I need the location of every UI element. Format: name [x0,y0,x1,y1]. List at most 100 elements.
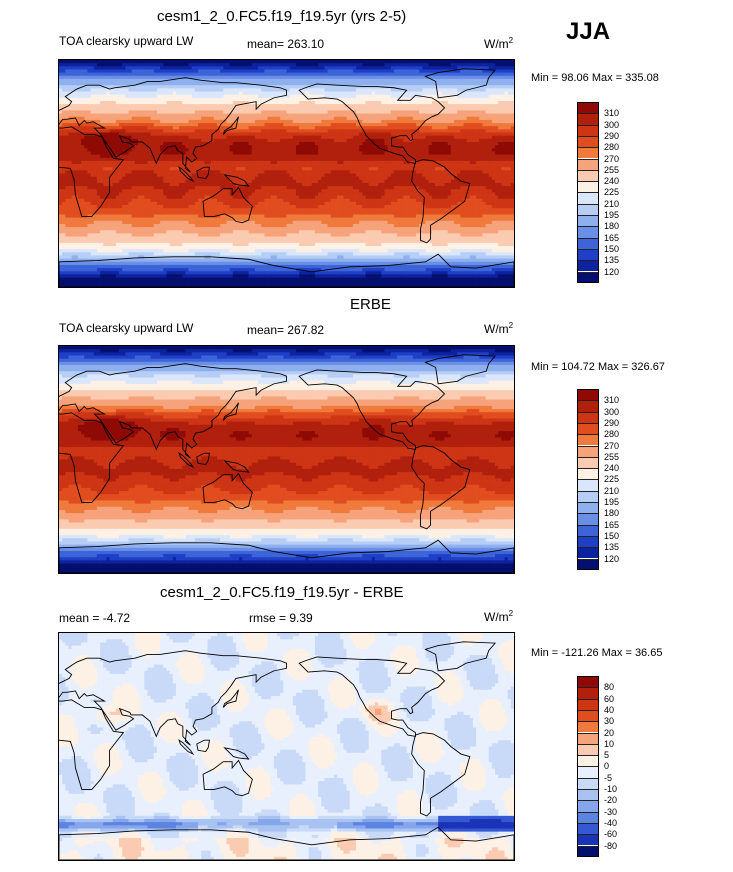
colorbar-swatch [577,800,599,812]
colorbar-swatch [577,845,599,857]
colorbar-swatch [577,226,599,238]
colorbar-tick-label: 195 [604,210,619,220]
coastline [59,363,287,503]
colorbar-swatch [577,766,599,778]
coastline [424,641,497,672]
colorbar-tick-label: 120 [604,554,619,564]
coastline [298,656,446,737]
coastline [59,253,514,287]
colorbar-tick-label: 10 [604,739,614,749]
panel-3-units: W/m2 [484,609,513,624]
colorbar-swatch [577,547,599,559]
colorbar-tick-label: 300 [604,120,619,130]
colorbar-tick-label: 270 [604,154,619,164]
panel-3-mean-label: mean = -4.72 [59,611,130,625]
colorbar-swatch [577,147,599,159]
panel-2-minmax: Min = 104.72 Max = 326.67 [531,361,665,373]
coastline [59,826,514,860]
coastline [424,68,497,99]
colorbar-tick-label: 40 [604,705,614,715]
colorbar-swatch [577,698,599,710]
coastline [196,166,210,180]
colorbar-swatch [577,721,599,733]
colorbar-tick-label: -60 [604,829,617,839]
colorbar-swatch [577,192,599,204]
coastline [222,402,239,421]
coastline [59,650,287,790]
colorbar-tick-label: 120 [604,267,619,277]
colorbar-swatch [577,811,599,823]
panel-1-minmax: Min = 98.06 Max = 335.08 [531,72,659,84]
colorbar-tick-label: 255 [604,452,619,462]
panel-1-variable-label: TOA clearsky upward LW [59,34,193,48]
colorbar-tick-label: -20 [604,795,617,805]
colorbar-tick-label: 195 [604,497,619,507]
coastline [202,759,253,797]
colorbar-tick-label: 225 [604,187,619,197]
colorbar-frame [577,676,599,857]
map-field [59,60,514,287]
colorbar-tick-label: 150 [604,244,619,254]
season-label: JJA [566,18,610,46]
colorbar-swatch [577,479,599,491]
colorbar-swatch [577,260,599,272]
panel-2-variable-label: TOA clearsky upward LW [59,321,193,335]
colorbar-tick-label: 225 [604,474,619,484]
colorbar-tick-label: 300 [604,407,619,417]
coastline [223,460,250,473]
colorbar-swatch [577,181,599,193]
colorbar-tick-label: 290 [604,131,619,141]
colorbar-swatch [577,732,599,744]
colorbar-swatch [577,709,599,722]
colorbar-swatch [577,271,599,283]
colorbar-swatch [577,422,599,435]
panel-3-map [58,632,515,861]
coastline [59,77,287,217]
colorbar-swatch [577,743,599,756]
colorbar-tick-label: 240 [604,176,619,186]
panel-2-title: ERBE [350,296,391,313]
panel-3-title: cesm1_2_0.FC5.f19_f19.5yr - ERBE [160,584,403,601]
colorbar-swatch [577,468,599,480]
panel-1-map [58,59,515,288]
map-field [59,633,514,860]
coastline [202,186,253,224]
colorbar-swatch [577,158,599,170]
panel-2-map [58,345,515,574]
coastline [202,472,253,510]
colorbar-swatch [577,135,599,148]
colorbar-tick-label: 0 [604,761,609,771]
colorbar-swatch [577,169,599,182]
coastline [178,739,195,756]
colorbar-tick-label: 280 [604,142,619,152]
colorbar-swatch [577,789,599,801]
panel-1-mean-label: mean= 263.10 [247,37,324,51]
coastline [298,83,446,164]
coastline [298,369,446,450]
colorbar-tick-label: 20 [604,728,614,738]
colorbar-tick-label: -5 [604,773,612,783]
panel-2-mean-label: mean= 267.82 [247,323,324,337]
colorbar-tick-label: 210 [604,199,619,209]
panel-3-minmax: Min = -121.26 Max = 36.65 [531,647,662,659]
colorbar-swatch [577,535,599,548]
coastline [59,539,514,573]
coastline [178,452,195,469]
colorbar-tick-label: -30 [604,807,617,817]
colorbar-tick-label: 180 [604,221,619,231]
colorbar-tick-label: -40 [604,818,617,828]
colorbar-tick-label: 240 [604,463,619,473]
colorbar-swatch [577,445,599,457]
panel-3-rmse-label: rmse = 9.39 [249,611,313,625]
colorbar-tick-label: 165 [604,233,619,243]
colorbar-tick-label: 180 [604,508,619,518]
colorbar-swatch [577,558,599,570]
colorbar-tick-label: 280 [604,429,619,439]
colorbar-tick-label: 290 [604,418,619,428]
colorbar-swatch [577,434,599,446]
colorbar-swatch [577,248,599,261]
colorbar-swatch [577,777,599,789]
coastline [223,747,250,760]
colorbar-tick-label: 60 [604,694,614,704]
colorbar-swatch [577,215,599,227]
